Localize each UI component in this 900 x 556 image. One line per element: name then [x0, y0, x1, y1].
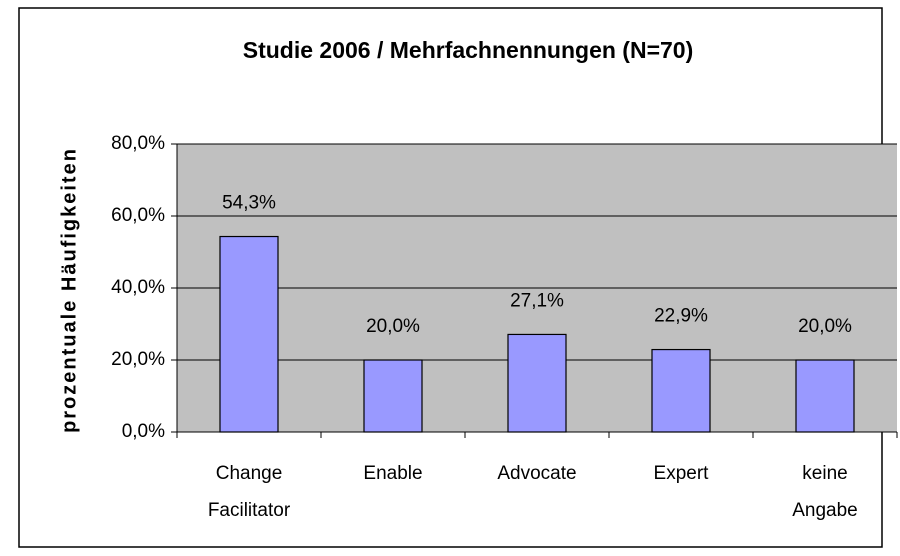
x-tick-label: Advocate [497, 463, 576, 484]
y-axis-label: prozentuale Häufigkeiten [58, 147, 80, 433]
y-tick-label: 0,0% [122, 421, 165, 442]
data-label: 20,0% [798, 316, 852, 337]
bar [363, 359, 423, 433]
data-label: 20,0% [366, 316, 420, 337]
x-tick-label: keine Angabe [792, 463, 858, 521]
bar [219, 235, 279, 433]
y-tick-label: 40,0% [111, 277, 165, 298]
x-tick-label: Change Facilitator [208, 463, 291, 521]
bar [795, 359, 855, 433]
y-tick-label: 20,0% [111, 349, 165, 370]
x-tick-label: Enable [363, 463, 422, 484]
chart-title: Studie 2006 / Mehrfachnennungen (N=70) [243, 37, 694, 63]
y-tick-label: 60,0% [111, 205, 165, 226]
data-label: 27,1% [510, 290, 564, 311]
y-tick-label: 80,0% [111, 133, 165, 154]
bar [651, 348, 711, 433]
x-tick-label: Expert [654, 463, 710, 484]
data-label: 22,9% [654, 306, 708, 327]
data-label: 54,3% [222, 193, 276, 214]
bar [507, 333, 567, 433]
